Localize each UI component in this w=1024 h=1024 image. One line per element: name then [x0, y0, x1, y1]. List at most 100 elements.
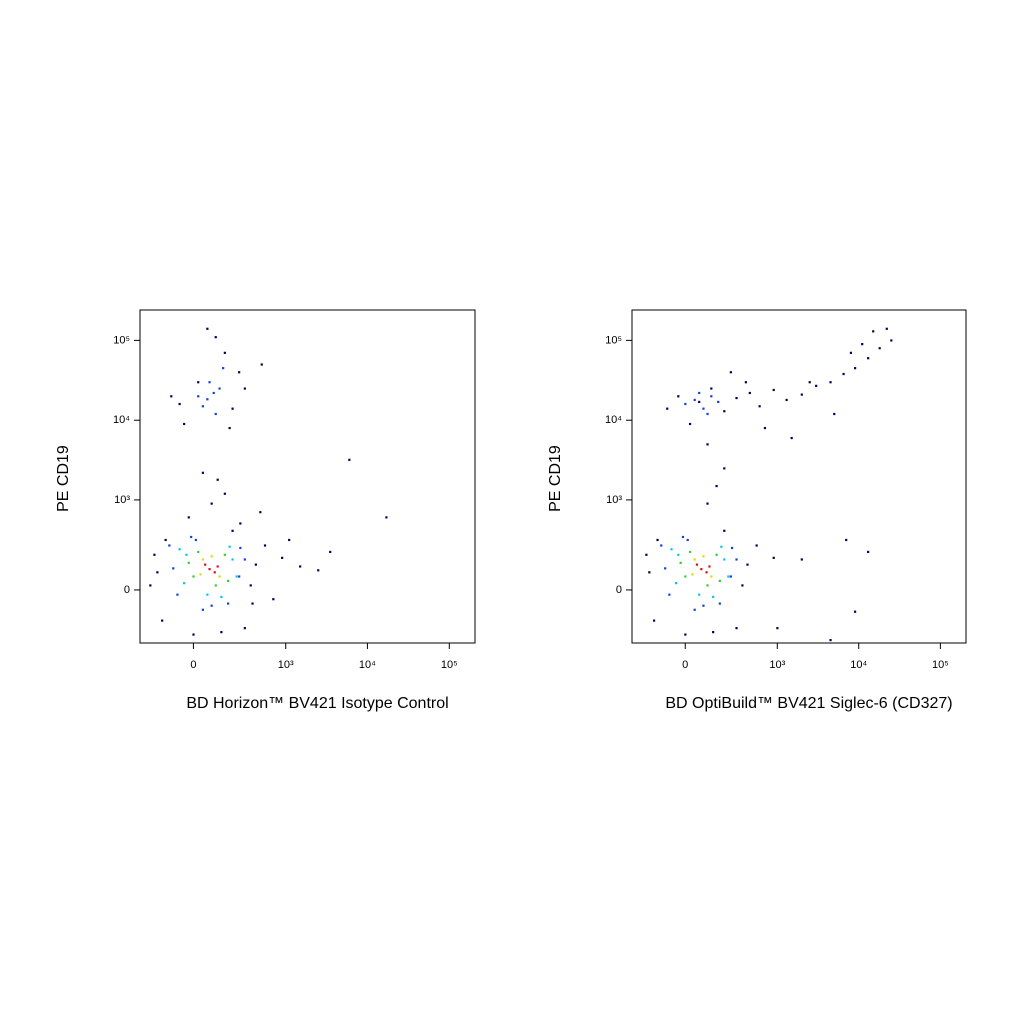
- plot-panel: 0 10³ 10⁴ 10⁵ 0 10³ 10⁴ 10⁵ BD OptiBuild™ BV421 …: [547, 309, 967, 712]
- event-dot: [755, 544, 758, 547]
- y-axis-label: PE CD19: [55, 445, 72, 512]
- event-dot: [208, 568, 211, 571]
- event-dot: [727, 575, 730, 578]
- event-dot: [187, 561, 190, 564]
- event-dot: [223, 351, 226, 354]
- x-tick-label: 10³: [278, 659, 294, 671]
- event-dot: [698, 391, 701, 395]
- y-tick-label: 10³: [606, 494, 622, 506]
- event-dot: [214, 336, 217, 339]
- event-dot: [748, 391, 751, 395]
- event-dot: [708, 565, 711, 568]
- event-dot: [668, 593, 671, 596]
- event-dot: [729, 371, 732, 374]
- event-dot: [681, 535, 685, 539]
- event-dot: [231, 529, 234, 532]
- event-dot: [872, 330, 875, 333]
- event-dot: [776, 627, 779, 630]
- event-dot: [317, 569, 320, 572]
- event-dot: [718, 579, 721, 582]
- event-dot: [664, 567, 667, 570]
- y-tick-label: 10⁴: [605, 414, 622, 426]
- event-dot: [867, 357, 870, 360]
- event-dot: [212, 391, 215, 395]
- event-dot: [698, 593, 701, 596]
- event-dot: [208, 381, 211, 384]
- event-dot: [239, 522, 242, 525]
- event-dot: [710, 387, 713, 390]
- event-dot: [723, 410, 726, 413]
- event-dot: [849, 351, 853, 354]
- event-dot: [210, 555, 213, 558]
- x-tick-label: 10⁴: [359, 659, 376, 671]
- event-dot: [693, 608, 696, 611]
- x-tick-label: 10⁴: [850, 659, 867, 671]
- event-dot: [645, 553, 648, 556]
- event-dot: [226, 579, 230, 582]
- event-dot: [710, 575, 713, 578]
- event-dot: [281, 556, 284, 559]
- y-tick-label: 10⁴: [113, 414, 130, 426]
- event-dot: [239, 546, 242, 550]
- event-dot: [735, 627, 738, 630]
- event-dot: [228, 426, 231, 430]
- event-dot: [231, 558, 234, 561]
- x-tick-label: 10³: [769, 659, 785, 671]
- event-dot: [702, 407, 705, 410]
- event-dot: [156, 571, 159, 574]
- event-dot: [730, 546, 734, 550]
- event-dot: [214, 584, 217, 587]
- event-dot: [223, 492, 226, 495]
- event-dot: [176, 593, 179, 596]
- event-dot: [201, 608, 204, 611]
- event-dot: [808, 381, 811, 384]
- event-dot: [192, 633, 195, 636]
- event-dot: [684, 575, 687, 578]
- event-dot: [693, 398, 696, 402]
- y-tick-label: 0: [124, 584, 130, 596]
- event-dot: [214, 412, 217, 416]
- event-dot: [149, 584, 152, 587]
- event-dot: [763, 426, 767, 430]
- event-dot: [677, 553, 680, 556]
- event-dot: [705, 571, 708, 574]
- event-dot: [688, 422, 692, 426]
- event-dot: [717, 400, 720, 404]
- event-dot: [890, 339, 893, 342]
- event-dot: [178, 402, 181, 406]
- event-dot: [172, 567, 175, 570]
- event-dot: [263, 544, 267, 547]
- event-dot: [715, 484, 718, 488]
- event-dot: [723, 558, 726, 561]
- event-dot: [210, 502, 213, 505]
- plot-frame: [139, 309, 476, 644]
- event-dot: [746, 563, 749, 566]
- event-dot: [190, 535, 193, 539]
- event-dot: [201, 471, 204, 474]
- event-dot: [218, 387, 221, 390]
- event-dot: [204, 563, 207, 566]
- event-dot: [700, 568, 703, 571]
- event-dot: [702, 555, 705, 558]
- event-dot: [226, 602, 230, 605]
- event-dot: [712, 631, 715, 634]
- event-dot: [853, 367, 857, 370]
- event-dot: [197, 381, 200, 384]
- event-dot: [723, 467, 726, 470]
- event-dot: [772, 388, 775, 392]
- event-dot: [660, 544, 663, 547]
- event-dot: [686, 538, 689, 542]
- event-dot: [712, 595, 715, 599]
- event-dot: [679, 561, 682, 564]
- event-dot: [706, 443, 709, 446]
- event-dot: [829, 381, 832, 384]
- event-dot: [218, 575, 221, 578]
- event-dot: [220, 631, 223, 634]
- plot-frame: [631, 309, 967, 644]
- event-dot: [213, 571, 216, 574]
- event-dot: [206, 593, 209, 596]
- event-dot: [243, 387, 246, 390]
- event-dot: [829, 639, 832, 642]
- event-dot: [206, 398, 209, 401]
- event-dot: [677, 395, 680, 398]
